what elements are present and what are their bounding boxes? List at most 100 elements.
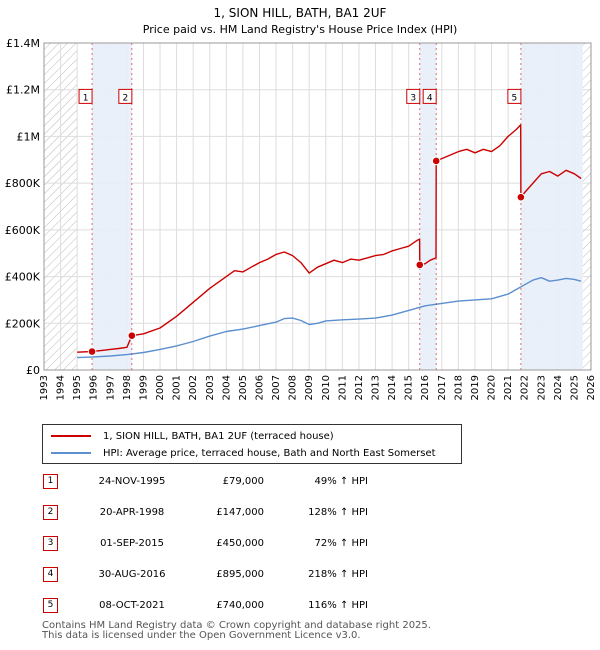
x-tick-label: 2006 xyxy=(254,375,265,400)
x-tick-label: 1997 xyxy=(105,375,116,400)
chart-title: 1, SION HILL, BATH, BA1 2UF xyxy=(214,6,387,20)
x-tick-label: 2023 xyxy=(536,375,547,400)
x-tick-label: 2020 xyxy=(487,375,498,400)
sale-number-badge: 1 xyxy=(43,474,58,489)
sale-date: 30-AUG-2016 xyxy=(98,569,166,580)
sale-hpi-change: 116% ↑ HPI xyxy=(308,600,368,611)
x-tick-label: 2016 xyxy=(420,375,431,400)
y-tick-label: £800K xyxy=(5,177,41,190)
sale-date: 24-NOV-1995 xyxy=(98,476,166,487)
price-chart: 1, SION HILL, BATH, BA1 2UF Price paid v… xyxy=(5,6,597,400)
sale-price: £895,000 xyxy=(216,569,264,580)
sale-label-box xyxy=(422,88,437,104)
sale-number-badge: 2 xyxy=(43,505,58,520)
table-row: 4 30-AUG-2016 £895,000 218% ↑ HPI xyxy=(42,565,442,585)
legend-item-property: 1, SION HILL, BATH, BA1 2UF (terraced ho… xyxy=(51,428,334,444)
legend-label-hpi: HPI: Average price, terraced house, Bath… xyxy=(103,447,436,459)
legend-item-hpi: HPI: Average price, terraced house, Bath… xyxy=(51,445,436,461)
sale-price: £79,000 xyxy=(222,476,264,487)
sale-number-badge: 5 xyxy=(43,598,58,613)
hpi-series-line xyxy=(77,277,582,359)
sale-hpi-change: 218% ↑ HPI xyxy=(308,569,368,580)
x-tick-label: 2003 xyxy=(205,375,216,400)
legend-line-blue xyxy=(51,452,91,454)
footer-copyright: Contains HM Land Registry data © Crown c… xyxy=(42,620,431,631)
x-tick-label: 1999 xyxy=(138,375,149,400)
x-tick-label: 2011 xyxy=(337,375,348,400)
x-tick-label: 1994 xyxy=(56,375,67,400)
footer-licence: This data is licensed under the Open Gov… xyxy=(42,630,361,641)
chart-subtitle: Price paid vs. HM Land Registry's House … xyxy=(143,23,458,36)
sale-point xyxy=(415,260,425,270)
sale-label-number: 4 xyxy=(427,93,433,103)
x-tick-label: 2026 xyxy=(586,375,597,400)
property-series-line xyxy=(77,124,582,353)
x-tick-label: 2022 xyxy=(520,375,531,400)
ownership-shading xyxy=(419,43,437,370)
sale-point xyxy=(516,192,526,202)
sale-point xyxy=(87,347,97,356)
sale-point xyxy=(127,331,137,340)
legend-line-red xyxy=(51,435,91,437)
x-tick-label: 2002 xyxy=(188,375,199,400)
sale-date: 01-SEP-2015 xyxy=(100,538,164,549)
sale-label-number: 1 xyxy=(83,93,89,103)
x-tick-label: 2009 xyxy=(304,375,315,400)
x-tick-label: 2018 xyxy=(453,375,464,400)
sale-label-box xyxy=(78,88,93,104)
table-row: 3 01-SEP-2015 £450,000 72% ↑ HPI xyxy=(42,534,442,554)
x-tick-label: 2017 xyxy=(437,375,448,400)
plot-background xyxy=(44,43,591,370)
ownership-shading xyxy=(520,43,583,370)
x-tick-label: 2015 xyxy=(404,375,415,400)
sale-label-number: 5 xyxy=(512,93,518,103)
y-tick-label: £1M xyxy=(17,130,41,143)
y-tick-label: £600K xyxy=(5,224,41,237)
x-tick-label: 2008 xyxy=(288,375,299,400)
sale-number-badge: 3 xyxy=(43,536,58,551)
table-row: 5 08-OCT-2021 £740,000 116% ↑ HPI xyxy=(42,596,442,616)
y-tick-label: £1.4M xyxy=(6,37,40,50)
x-tick-label: 2005 xyxy=(238,375,249,400)
sale-price: £450,000 xyxy=(216,538,264,549)
sale-label-box xyxy=(406,88,421,104)
x-tick-label: 1993 xyxy=(39,375,50,400)
x-tick-label: 1996 xyxy=(89,375,100,400)
sale-point xyxy=(431,156,441,166)
sale-hpi-change: 128% ↑ HPI xyxy=(308,507,368,518)
x-tick-label: 2004 xyxy=(221,375,232,400)
hatched-region-after xyxy=(582,43,591,370)
sale-hpi-change: 49% ↑ HPI xyxy=(314,476,368,487)
sale-label-number: 2 xyxy=(122,93,128,103)
table-row: 2 20-APR-1998 £147,000 128% ↑ HPI xyxy=(42,503,442,523)
x-tick-label: 2012 xyxy=(354,375,365,400)
sale-hpi-change: 72% ↑ HPI xyxy=(314,538,368,549)
x-tick-label: 2014 xyxy=(387,375,398,400)
y-tick-label: £1.2M xyxy=(6,84,40,97)
x-tick-label: 1998 xyxy=(122,375,133,400)
legend-label-property: 1, SION HILL, BATH, BA1 2UF (terraced ho… xyxy=(103,430,334,442)
sale-price: £740,000 xyxy=(216,600,264,611)
sale-price: £147,000 xyxy=(216,507,264,518)
sale-date: 08-OCT-2021 xyxy=(99,600,165,611)
legend: 1, SION HILL, BATH, BA1 2UF (terraced ho… xyxy=(42,424,462,464)
x-tick-label: 2010 xyxy=(321,375,332,400)
sale-label-number: 3 xyxy=(410,93,416,103)
x-tick-label: 2001 xyxy=(172,375,183,400)
y-tick-label: £200K xyxy=(5,317,41,330)
x-tick-label: 2021 xyxy=(503,375,514,400)
y-tick-label: £400K xyxy=(5,271,41,284)
sale-date: 20-APR-1998 xyxy=(99,507,165,518)
x-tick-label: 2013 xyxy=(371,375,382,400)
sale-label-box xyxy=(118,88,133,104)
footer-notice: Contains HM Land Registry data © Crown c… xyxy=(42,621,431,641)
sale-label-box xyxy=(507,88,522,104)
x-tick-label: 2025 xyxy=(569,375,580,400)
plot-frame xyxy=(43,42,592,371)
x-tick-label: 1995 xyxy=(72,375,83,400)
x-tick-label: 2007 xyxy=(271,375,282,400)
x-tick-label: 2024 xyxy=(553,375,564,400)
sale-number-badge: 4 xyxy=(43,567,58,582)
table-row: 1 24-NOV-1995 £79,000 49% ↑ HPI xyxy=(42,472,442,492)
y-tick-label: £0 xyxy=(26,364,40,377)
